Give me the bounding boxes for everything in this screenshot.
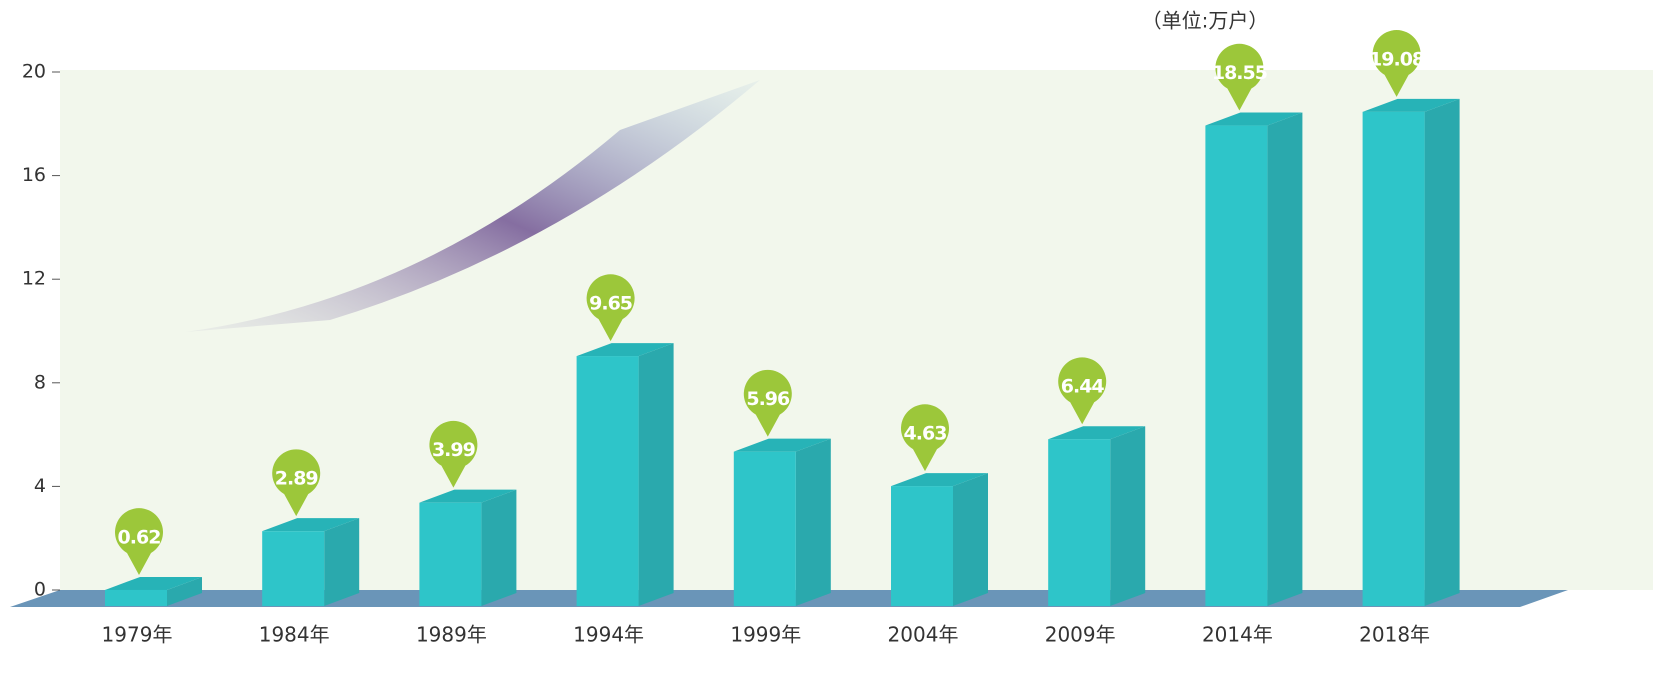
bar [262, 531, 324, 606]
value-label: 5.96 [746, 388, 790, 410]
y-tick-label: 16 [22, 164, 46, 186]
x-tick-label: 1994年 [573, 623, 644, 647]
value-label: 0.62 [118, 526, 161, 548]
x-tick-label: 1979年 [102, 623, 173, 647]
bar-side [1267, 113, 1302, 606]
y-tick-label: 12 [22, 268, 46, 290]
value-label: 18.55 [1212, 62, 1267, 84]
bar-side [481, 490, 516, 606]
unit-label: （单位:万户） [1142, 9, 1269, 33]
x-tick-label: 2009年 [1045, 623, 1116, 647]
bar-side [324, 518, 359, 606]
value-label: 6.44 [1061, 376, 1105, 398]
bar [577, 356, 639, 606]
y-tick-label: 8 [34, 371, 46, 393]
x-tick-label: 2018年 [1359, 623, 1430, 647]
bar [1048, 439, 1110, 606]
x-tick-label: 1984年 [259, 623, 330, 647]
value-label: 19.08 [1369, 48, 1425, 70]
value-label: 3.99 [432, 439, 475, 461]
x-tick-label: 1999年 [730, 623, 801, 647]
y-tick-label: 0 [34, 579, 46, 601]
bar-side [953, 473, 988, 606]
x-tick-label: 1989年 [416, 623, 487, 647]
x-tick-label: 2004年 [888, 623, 959, 647]
bar [105, 590, 167, 606]
x-tick-label: 2014年 [1202, 623, 1273, 647]
bar [419, 503, 481, 606]
value-label: 9.65 [589, 293, 632, 315]
bar-side [796, 439, 831, 606]
bar-side [1110, 426, 1145, 606]
bar [891, 486, 953, 606]
bar [1205, 126, 1267, 606]
y-tick-label: 20 [22, 61, 46, 83]
value-label: 4.63 [904, 423, 947, 445]
bar-side [639, 343, 674, 606]
bar [1363, 112, 1425, 606]
chart: （单位:万户） 0 4 8 12 16 20 1979年 0.62 1984年 2.89 1989年… [0, 0, 1653, 682]
value-label: 2.89 [275, 468, 318, 490]
y-tick-label: 4 [34, 475, 46, 497]
bar-side [1425, 99, 1460, 606]
bar [734, 452, 796, 606]
